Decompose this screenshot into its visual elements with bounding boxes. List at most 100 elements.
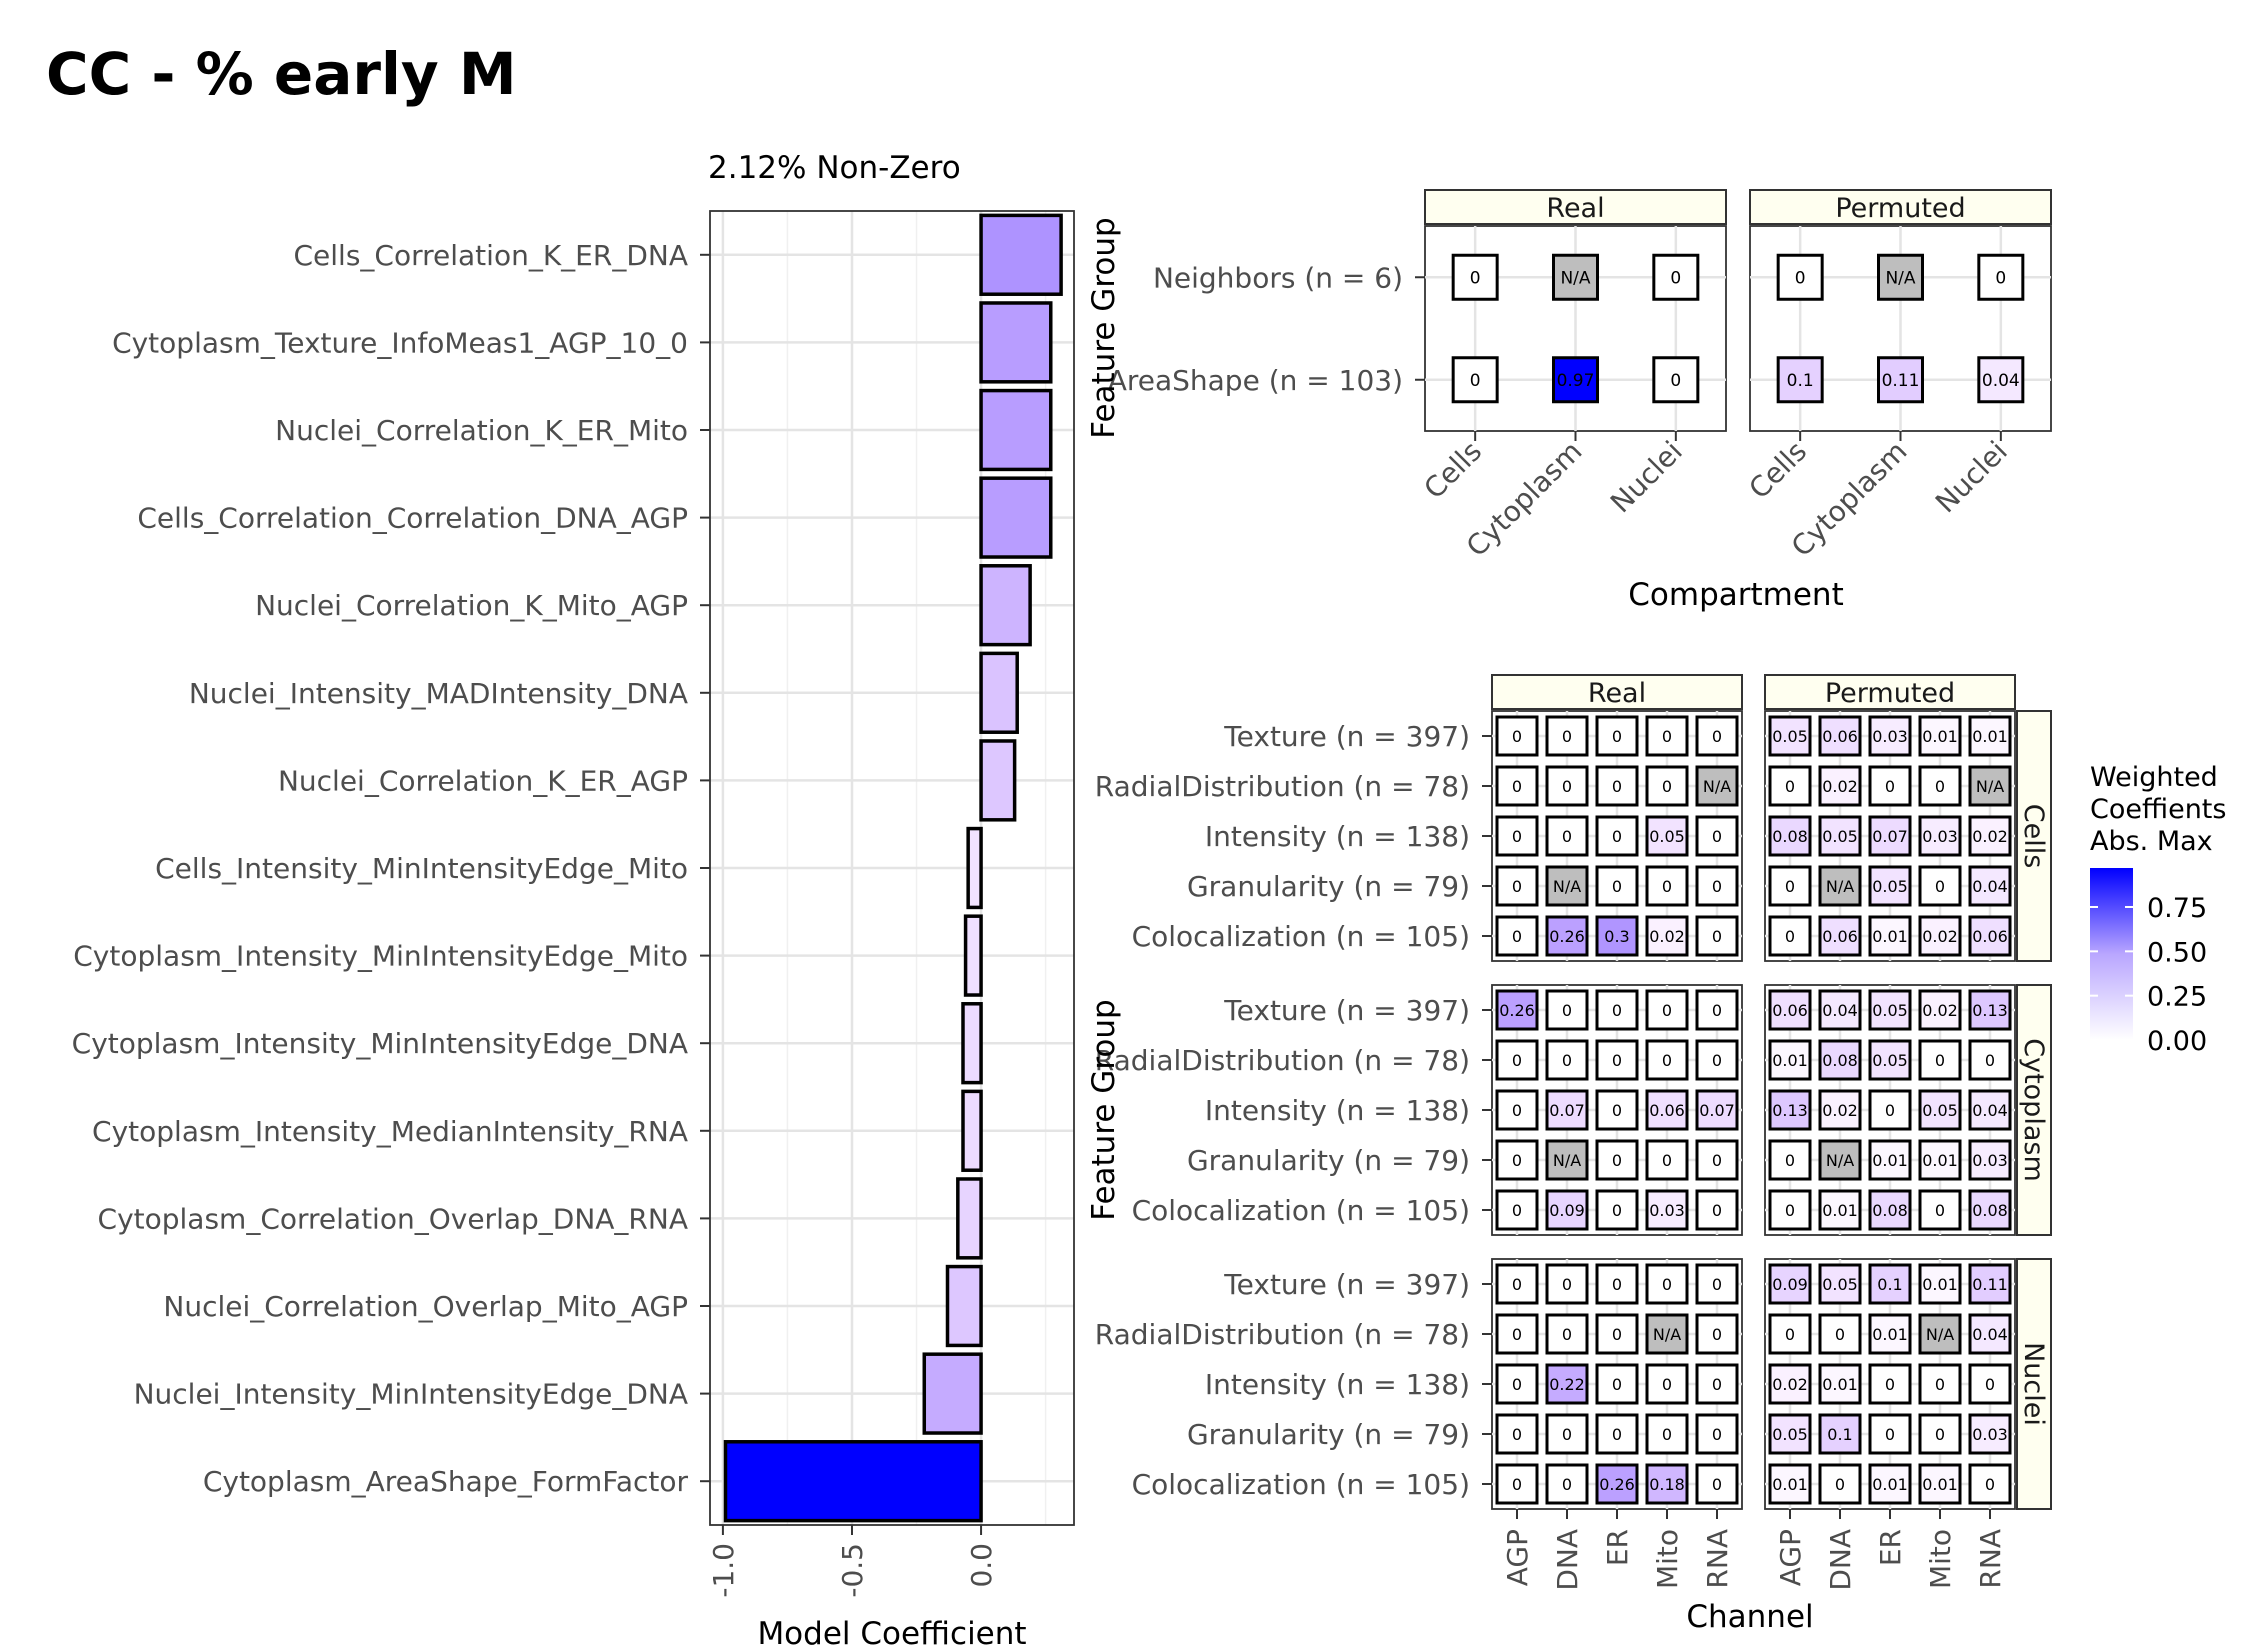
- heatmap-cell-label: 0.01: [1922, 727, 1958, 746]
- heatmap-cell-label: 0: [1712, 927, 1722, 946]
- heatmap-cell-label: 0: [1612, 1375, 1622, 1394]
- legend-tick-label: 0.00: [2147, 1026, 2207, 1057]
- heatmap-cell: [1695, 989, 1739, 1031]
- bar-chart-category-labels: Cells_Correlation_K_ER_DNA Cytoplasm_Text…: [72, 239, 710, 1498]
- heatmap-cell: [1695, 1313, 1739, 1355]
- heatmap-cell: [1495, 1363, 1539, 1405]
- heatmap-cell-label: 0: [1512, 1151, 1522, 1170]
- heatmap-cell: [1768, 865, 1812, 907]
- heatmap-cell-label: 0: [1612, 1275, 1622, 1294]
- heatmap-cell: [1768, 1089, 1812, 1131]
- heatmap-cell-label: 0: [1562, 1275, 1572, 1294]
- heatmap-cell-label: 0.07: [1872, 827, 1908, 846]
- heatmap-cell-label: 0: [1712, 1325, 1722, 1344]
- heatmap-cell: [1868, 1089, 1912, 1131]
- channel-x-tick-label: RNA: [1974, 1529, 2007, 1589]
- feature-group-label: Intensity (n = 138): [1205, 1368, 1470, 1401]
- heatmap-cell-label: 0: [1785, 1201, 1795, 1220]
- heatmap-cell: [1595, 1039, 1639, 1081]
- heatmap-cell-label: 0: [1512, 1475, 1522, 1494]
- heatmap-cell: [1595, 1189, 1639, 1231]
- heatmap-cell: [1868, 1189, 1912, 1231]
- heatmap-cell: [1918, 765, 1962, 807]
- heatmap-cell-label: 0: [1662, 1151, 1672, 1170]
- heatmap-cell-label: 0: [1512, 777, 1522, 796]
- heatmap-cell-label: 0: [1785, 1151, 1795, 1170]
- heatmap-cell-label: 0.97: [1557, 371, 1595, 391]
- channel-x-tick-label: Mito: [1651, 1529, 1684, 1589]
- heatmap-cell: [1776, 253, 1824, 301]
- heatmap-cell: [1595, 715, 1639, 757]
- heatmap-cell-label: 0.26: [1549, 927, 1585, 946]
- heatmap-cell-label: 0.06: [1822, 927, 1858, 946]
- heatmap-cell-label: 0.03: [1972, 1425, 2008, 1444]
- heatmap-cell: [1877, 356, 1924, 404]
- facet-strip-label: Real: [1546, 193, 1604, 224]
- channel-x-tick-label: DNA: [1824, 1529, 1857, 1591]
- heatmap-cell: [1977, 356, 2025, 404]
- heatmap-cell-label: 0: [1712, 727, 1722, 746]
- heatmap-cell-label: 0: [1612, 777, 1622, 796]
- bar-category-label: Cytoplasm_Correlation_Overlap_DNA_RNA: [98, 1202, 688, 1235]
- heatmap-cell-label: 0.01: [1972, 727, 2008, 746]
- heatmap-cell-label: 0: [1612, 877, 1622, 896]
- feature-group-label: RadialDistribution (n = 78): [1095, 1318, 1470, 1351]
- heatmap-cell-label: 0: [1512, 877, 1522, 896]
- heatmap-cell-label: 0.05: [1872, 877, 1908, 896]
- heatmap-cell: [1595, 915, 1639, 957]
- heatmap-cell-label: 0: [1662, 777, 1672, 796]
- heatmap-cell: [1968, 915, 2012, 957]
- facet-strip-label: Permuted: [1825, 678, 1955, 709]
- facet-strip: [1764, 674, 2016, 710]
- heatmap-cell: [1595, 1089, 1639, 1131]
- heatmap-cell-label: 0: [1612, 1425, 1622, 1444]
- channel-x-tick-label: DNA: [1551, 1529, 1584, 1591]
- heatmap-cell-label: 0: [1712, 1001, 1722, 1020]
- heatmap-cell: [1877, 253, 1924, 301]
- heatmap-cell: [1495, 1039, 1539, 1081]
- heatmap-cell: [1545, 1463, 1589, 1505]
- heatmap-cell: [1495, 715, 1539, 757]
- facet-strip-label: Permuted: [1835, 193, 1965, 224]
- heatmap-cell-label: 0: [1562, 827, 1572, 846]
- heatmap-cell: [1768, 1189, 1812, 1231]
- heatmap-cell-label: 0.08: [1872, 1201, 1908, 1220]
- coefficient-bar: [979, 388, 1053, 472]
- coefficient-bar: [979, 739, 1017, 822]
- heatmap-cell: [1968, 1313, 2012, 1355]
- heatmap-cell-label: 0: [1512, 727, 1522, 746]
- bar-category-label: Cytoplasm_Intensity_MinIntensityEdge_Mit…: [73, 940, 688, 973]
- heatmap-cell-label: 0: [1795, 268, 1806, 288]
- facet-strip: [1491, 674, 1743, 710]
- legend-tick-label: 0.75: [2147, 893, 2207, 924]
- heatmap-cell: [1868, 865, 1912, 907]
- heatmap-cell: [1645, 715, 1689, 757]
- heatmap-cell-label: 0: [1470, 371, 1481, 391]
- heatmap-cell: [1495, 1463, 1539, 1505]
- heatmap-cell-label: 0.02: [1922, 1001, 1958, 1020]
- channel-x-axis-title: Channel: [1686, 1599, 1813, 1635]
- legend-tick-label: 0.50: [2147, 937, 2207, 968]
- facet-strip: [2016, 710, 2052, 962]
- heatmap-cell: [1868, 989, 1912, 1031]
- heatmap-cell: [1695, 1263, 1739, 1305]
- heatmap-cell: [1545, 989, 1589, 1031]
- bar-chart-x-axis-title: Model Coefficient: [757, 1616, 1026, 1650]
- heatmap-cell-label: 0.26: [1599, 1475, 1635, 1494]
- bar-category-label: Nuclei_Correlation_K_ER_Mito: [275, 414, 688, 447]
- feature-group-label: AreaShape (n = 103): [1108, 364, 1403, 397]
- heatmap-cell-label: 0: [1512, 1275, 1522, 1294]
- heatmap-cell-label: 0.26: [1499, 1001, 1535, 1020]
- heatmap-cell: [1695, 1413, 1739, 1455]
- heatmap-cell: [1695, 765, 1739, 807]
- compartment-x-tick-label: Nuclei: [1929, 435, 2014, 520]
- heatmap-cell-label: 0: [1612, 727, 1622, 746]
- feature-group-label: Texture (n = 397): [1223, 1268, 1470, 1301]
- bar-category-label: Nuclei_Correlation_K_ER_AGP: [278, 764, 688, 797]
- heatmap-cell: [1818, 1263, 1862, 1305]
- bar-chart-subtitle: 2.12% Non-Zero: [708, 150, 961, 186]
- heatmap-cell-label: 0: [1670, 268, 1681, 288]
- heatmap-cell: [1645, 1413, 1689, 1455]
- legend-title-line-3: Abs. Max: [2090, 826, 2213, 857]
- heatmap-cell-label: N/A: [1826, 877, 1854, 896]
